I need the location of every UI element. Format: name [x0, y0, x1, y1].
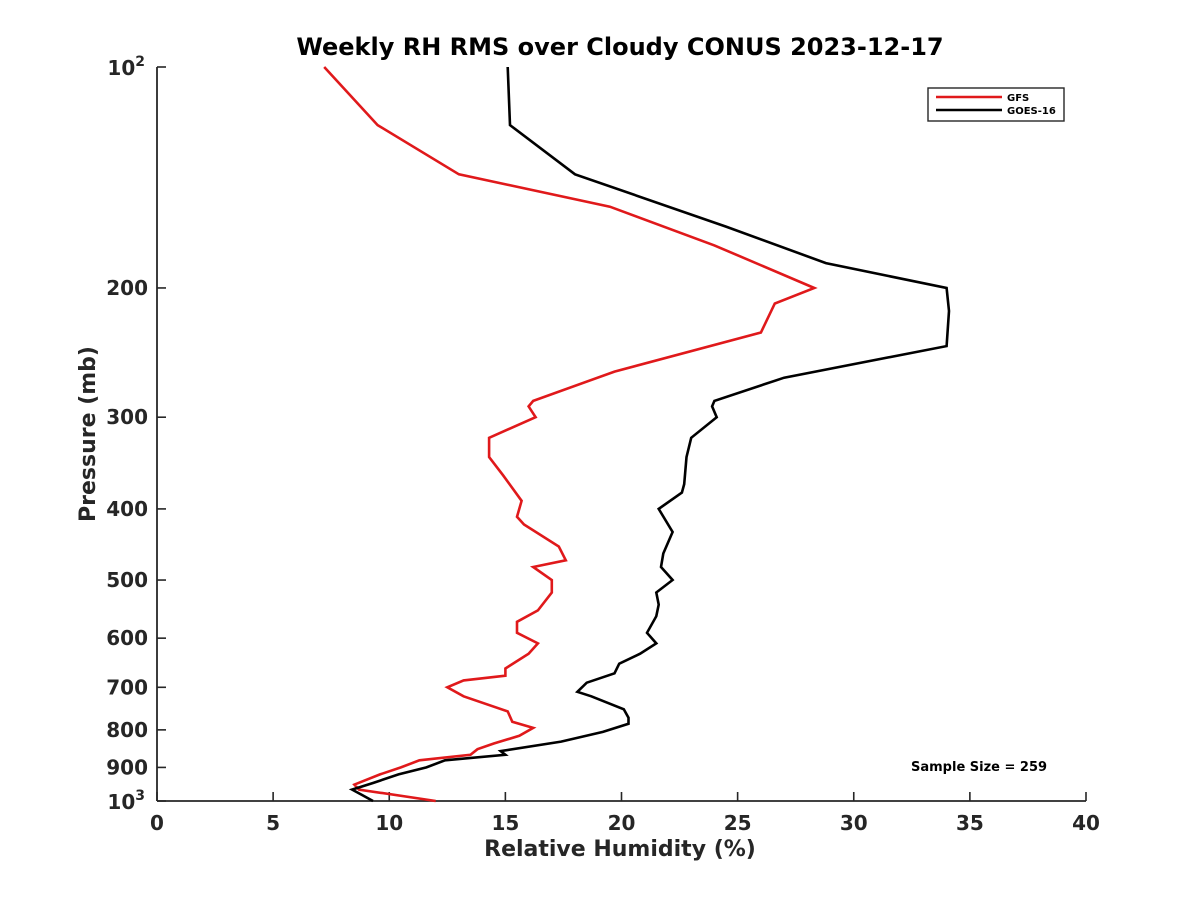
axis-ticks: 0 5 10 15 20 25 30 35 40 102 200 300 400 500 600 700 800…	[106, 54, 1100, 835]
x-tick-label: 40	[1072, 811, 1100, 835]
legend: GFS GOES-16	[927, 87, 1065, 122]
series-line-goes16	[348, 66, 951, 803]
legend-label-gfs: GFS	[1007, 93, 1029, 104]
x-axis-label: Relative Humidity (%)	[484, 837, 756, 862]
y-tick-label: 700	[106, 675, 148, 699]
y-tick-label: 102	[107, 54, 145, 80]
y-tick-label: 800	[106, 718, 148, 742]
y-tick-label: 300	[106, 405, 148, 429]
x-tick-label: 30	[840, 811, 868, 835]
y-tick-label: 500	[106, 568, 148, 592]
series-line-gfs	[323, 66, 818, 803]
legend-box	[927, 87, 1065, 122]
y-tick-label: 103	[107, 788, 145, 814]
y-tick-label: 400	[106, 497, 148, 521]
x-tick-label: 25	[724, 811, 752, 835]
y-axis-label: Pressure (mb)	[76, 346, 101, 522]
y-tick-label: 600	[106, 626, 148, 650]
x-tick-label: 0	[150, 811, 164, 835]
x-tick-label: 10	[375, 811, 403, 835]
y-tick-label: 200	[106, 276, 148, 300]
x-tick-label: 15	[491, 811, 519, 835]
plot-area	[156, 67, 1086, 802]
x-tick-label: 20	[608, 811, 636, 835]
x-tick-label: 5	[266, 811, 280, 835]
x-tick-label: 35	[956, 811, 984, 835]
y-tick-label: 900	[106, 755, 148, 779]
sample-size-annotation: Sample Size = 259	[911, 760, 1047, 775]
series-lines	[323, 66, 951, 803]
legend-label-goes16: GOES-16	[1007, 106, 1056, 117]
chart-title: Weekly RH RMS over Cloudy CONUS 2023-12-…	[296, 33, 943, 61]
